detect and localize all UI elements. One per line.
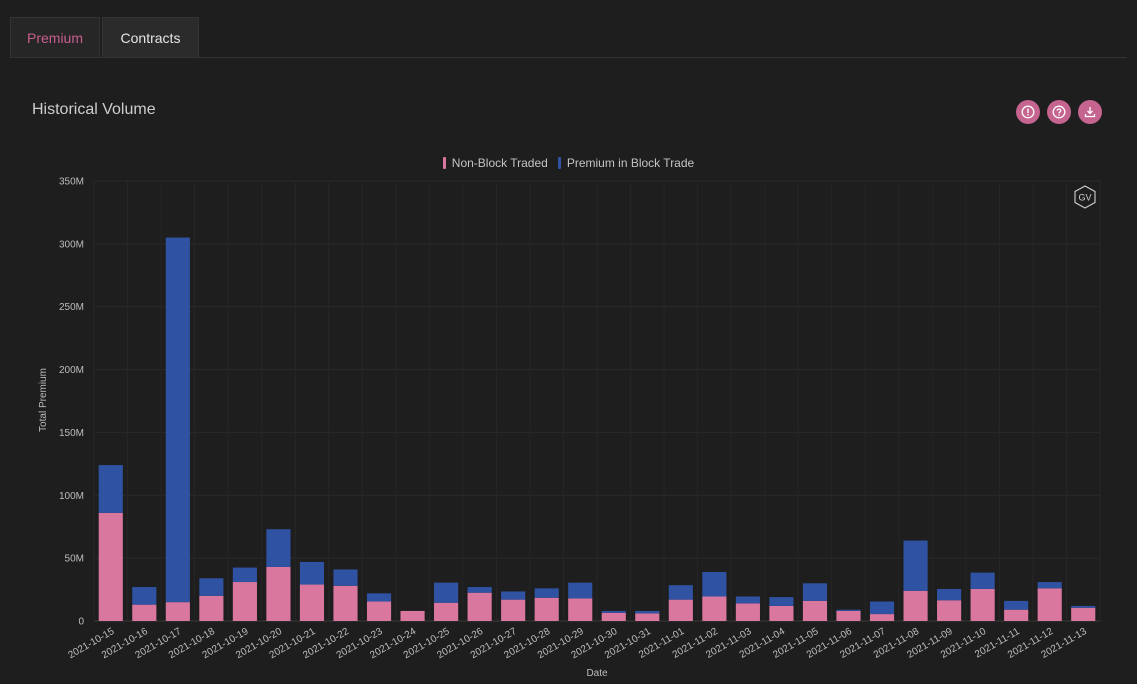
bar-block[interactable]: [735, 596, 760, 604]
bar-block[interactable]: [668, 585, 693, 600]
bar-block[interactable]: [98, 465, 123, 513]
bar-non-block[interactable]: [98, 512, 123, 621]
y-tick-label: 0: [78, 617, 84, 628]
tab-contracts[interactable]: Contracts: [102, 17, 199, 57]
bar-block[interactable]: [802, 583, 828, 601]
bar-non-block[interactable]: [132, 604, 157, 621]
legend-label-non-block: Non-Block Traded: [451, 156, 548, 170]
bar-block[interactable]: [937, 588, 962, 601]
bar-non-block[interactable]: [366, 601, 392, 621]
bar-block[interactable]: [601, 610, 626, 613]
bar-block[interactable]: [299, 561, 325, 585]
info-icon: [1021, 105, 1035, 119]
bar-block[interactable]: [501, 591, 526, 600]
chart-title: Historical Volume: [32, 101, 156, 118]
tab-premium[interactable]: Premium: [10, 17, 100, 57]
download-icon: [1084, 107, 1096, 118]
bar-block[interactable]: [903, 540, 928, 591]
bar-block[interactable]: [970, 572, 995, 589]
bar-block[interactable]: [635, 610, 660, 614]
bar-block[interactable]: [132, 587, 157, 605]
y-tick-label: 250M: [59, 302, 84, 313]
bar-non-block[interactable]: [702, 596, 727, 621]
bar-block[interactable]: [1071, 605, 1096, 608]
bar-non-block[interactable]: [735, 603, 760, 621]
bar-non-block[interactable]: [299, 584, 325, 621]
bar-block[interactable]: [836, 609, 861, 611]
y-tick-label: 200M: [59, 365, 84, 376]
bar-non-block[interactable]: [802, 600, 828, 621]
y-tick-label: 350M: [59, 177, 84, 188]
bar-block[interactable]: [266, 529, 291, 567]
bar-non-block[interactable]: [434, 602, 459, 621]
legend-label-block: Premium in Block Trade: [566, 156, 695, 170]
watermark-logo: GV: [1073, 185, 1097, 209]
bar-non-block[interactable]: [501, 599, 526, 621]
bar-non-block[interactable]: [568, 598, 593, 621]
help-icon: [1052, 105, 1066, 119]
bar-non-block[interactable]: [937, 600, 962, 621]
download-button[interactable]: [1078, 100, 1102, 124]
bar-block[interactable]: [333, 569, 358, 586]
bar-non-block[interactable]: [467, 592, 492, 621]
bar-non-block[interactable]: [333, 585, 358, 621]
bar-block[interactable]: [702, 571, 727, 597]
bar-non-block[interactable]: [769, 605, 794, 621]
bar-block[interactable]: [467, 587, 492, 593]
bar-block[interactable]: [869, 601, 895, 615]
y-tick-label: 100M: [59, 491, 84, 502]
y-tick-label: 300M: [59, 239, 84, 250]
bar-non-block[interactable]: [232, 582, 257, 621]
bar-non-block[interactable]: [165, 602, 190, 621]
bar-non-block[interactable]: [601, 612, 626, 621]
chart-grid: [93, 180, 1101, 622]
bar-block[interactable]: [568, 582, 593, 599]
bar-block[interactable]: [232, 567, 257, 583]
bar-block[interactable]: [366, 593, 392, 602]
bar-non-block[interactable]: [836, 610, 861, 621]
bar-block[interactable]: [1004, 600, 1029, 610]
help-button[interactable]: [1047, 100, 1071, 124]
bar-non-block[interactable]: [199, 595, 224, 621]
bar-non-block[interactable]: [668, 599, 693, 621]
bar-non-block[interactable]: [266, 566, 291, 621]
legend-item-non-block[interactable]: Non-Block Traded: [442, 156, 548, 170]
y-axis-title: Total Premium: [38, 368, 49, 432]
bar-non-block[interactable]: [1071, 607, 1096, 621]
bar-block[interactable]: [199, 578, 224, 596]
legend-item-block[interactable]: Premium in Block Trade: [557, 156, 695, 170]
tab-bar: Premium Contracts: [10, 17, 1127, 58]
bar-block[interactable]: [534, 588, 559, 598]
bar-non-block[interactable]: [1004, 609, 1029, 621]
chart-legend: Non-Block Traded Premium in Block Trade: [0, 156, 1137, 170]
bar-non-block[interactable]: [635, 613, 660, 621]
bar-block[interactable]: [1037, 582, 1062, 589]
bar-non-block[interactable]: [1037, 588, 1062, 621]
svg-text:GV: GV: [1078, 193, 1091, 203]
info-button[interactable]: [1016, 100, 1040, 124]
y-tick-label: 50M: [65, 554, 84, 565]
bar-non-block[interactable]: [970, 588, 995, 621]
bar-non-block[interactable]: [869, 614, 895, 621]
x-axis-title: Date: [586, 668, 608, 679]
bar-non-block[interactable]: [400, 610, 425, 621]
bar-non-block[interactable]: [534, 597, 559, 621]
x-axis-ticks: 2021-10-152021-10-162021-10-172021-10-18…: [66, 626, 1089, 661]
bar-block[interactable]: [434, 582, 459, 603]
bar-block[interactable]: [165, 237, 190, 603]
y-axis-ticks: 0 50M 100M 150M 200M 250M 300M 350M: [59, 177, 84, 628]
chart-bars: [98, 237, 1096, 621]
bar-non-block[interactable]: [903, 590, 928, 621]
legend-swatch-non-block: [442, 157, 446, 169]
y-tick-label: 150M: [59, 428, 84, 439]
bar-block[interactable]: [769, 597, 794, 606]
legend-swatch-block: [557, 157, 561, 169]
